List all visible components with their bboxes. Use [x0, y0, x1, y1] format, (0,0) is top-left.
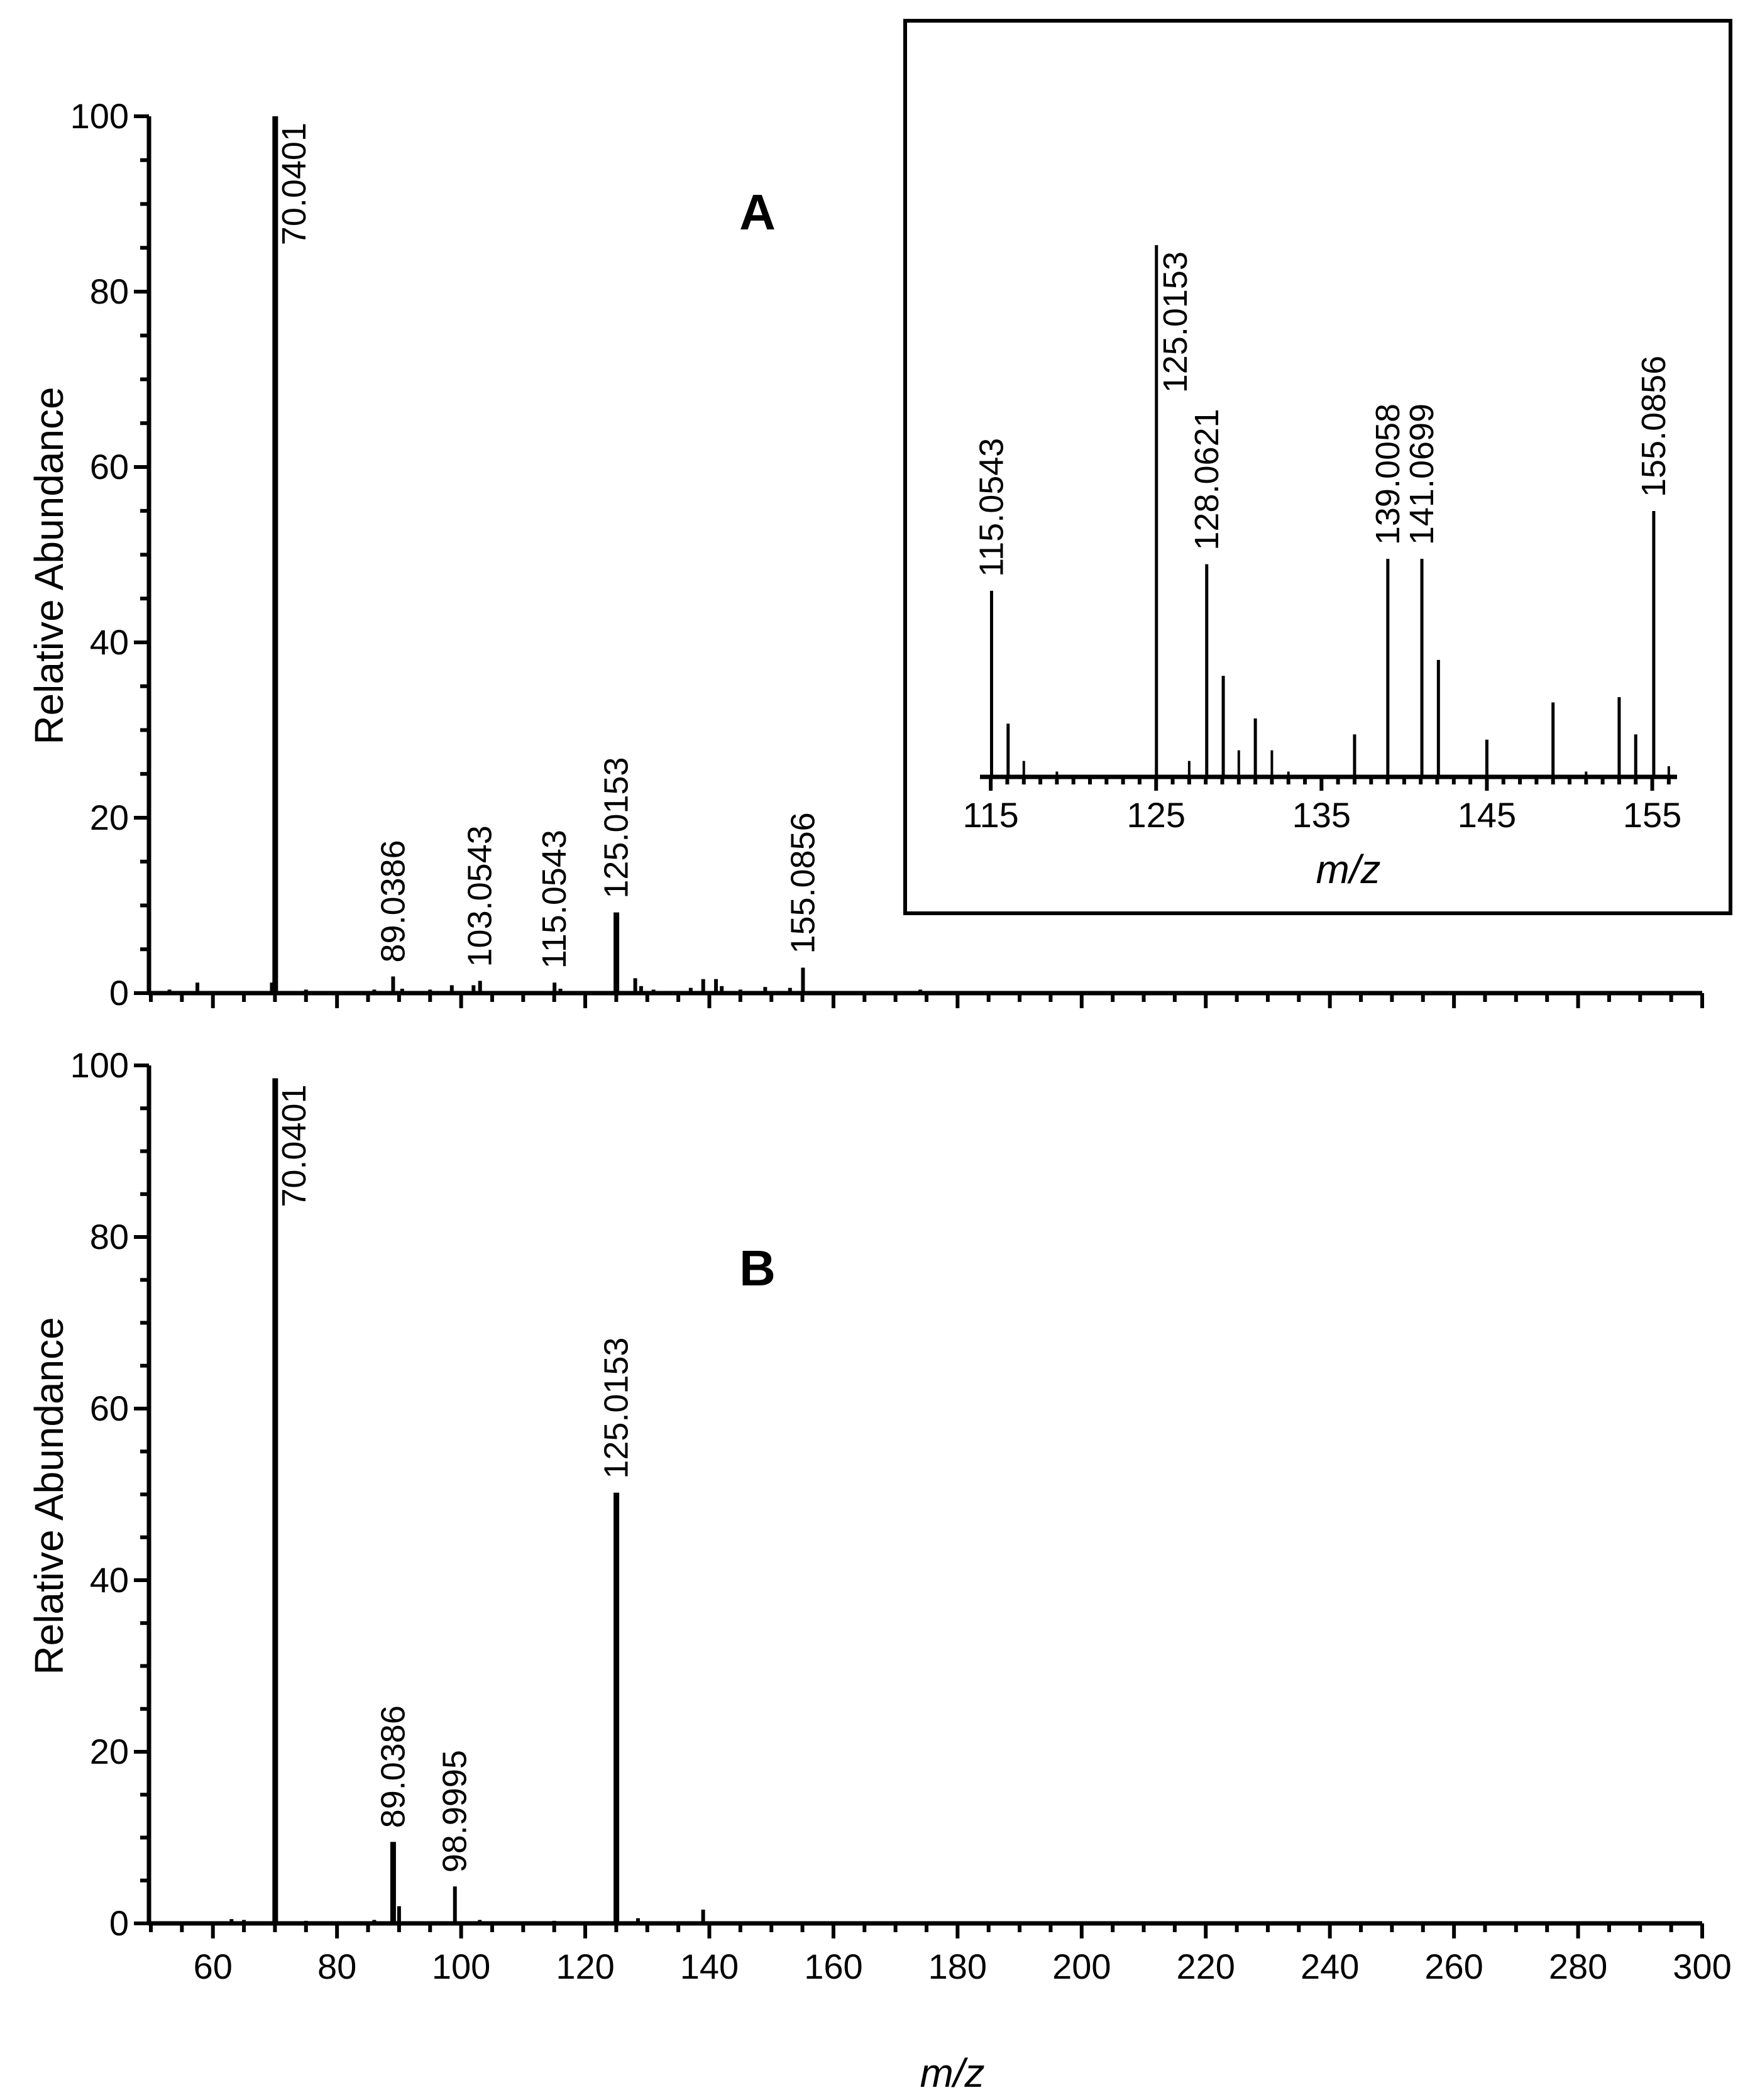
panel-b-y-axis-title: Relative Abundance — [26, 1317, 72, 1674]
B-x-tick-label: 60 — [194, 1947, 233, 1986]
panel-b-x-axis-title: m/z — [920, 2050, 984, 2096]
A-y-tick-label: 0 — [109, 973, 129, 1013]
B-x-tick-label: 240 — [1301, 1947, 1359, 1986]
A-inset-peak-label: 139.0058 — [1369, 404, 1407, 545]
B-x-tick-label: 160 — [804, 1947, 862, 1986]
panel-a-spectrum: Relative Abundance A 0 20 40 60 80 100 70.0401… — [26, 96, 1704, 1013]
B-x-tick-label: 300 — [1673, 1947, 1731, 1986]
A-inset-peak-label: 155.0856 — [1635, 356, 1673, 497]
panel-a-label: A — [739, 184, 776, 240]
B-x-tick-label: 200 — [1052, 1947, 1111, 1986]
panel-a-inset: m/z 115 125 135 145 155 115.0543 125.0153 128.0… — [903, 19, 1732, 915]
B-y-tick-label: 40 — [90, 1560, 129, 1600]
inset-x-axis-title: m/z — [1316, 847, 1380, 892]
A-inset-x-tick-label: 135 — [1292, 795, 1351, 835]
A-inset-x-tick-label: 125 — [1127, 795, 1186, 835]
A-inset-peak-label: 125.0153 — [1157, 251, 1194, 393]
inset-marks: 115 125 135 145 155 115.0543 125.0153 128.0621 1… — [963, 245, 1681, 835]
B-peak-label: 70.0401 — [275, 1084, 313, 1207]
A-y-tick-label: 20 — [90, 798, 129, 837]
inset-frame — [903, 19, 1732, 915]
B-y-tick-label: 20 — [90, 1732, 129, 1771]
A-peak-label: 155.0856 — [784, 812, 822, 954]
A-inset-peak-label: 115.0543 — [972, 438, 1010, 577]
B-x-tick-label: 180 — [928, 1947, 987, 1986]
A-peak-label: 103.0543 — [461, 825, 499, 967]
A-inset-peak-label: 141.0699 — [1403, 404, 1441, 545]
B-y-tick-label: 0 — [109, 1903, 129, 1943]
panel-a-y-axis-title: Relative Abundance — [26, 387, 72, 744]
B-x-tick-label: 80 — [317, 1947, 356, 1986]
B-x-tick-label: 100 — [432, 1947, 490, 1986]
panel-a-marks: 0 20 40 60 80 100 70.0401 89.0386 103.0543 115.05… — [70, 96, 1704, 1013]
B-peak-label: 89.0386 — [374, 1705, 412, 1828]
A-peak-label: 115.0543 — [536, 830, 573, 969]
panel-b-label: B — [739, 1240, 776, 1296]
B-x-tick-label: 120 — [556, 1947, 614, 1986]
B-x-tick-label: 260 — [1424, 1947, 1483, 1986]
A-y-tick-label: 60 — [90, 447, 129, 487]
panel-b-marks: 0 20 40 60 80 100 60 80 100 120 140 160 180 200 220 240… — [70, 1045, 1732, 1986]
B-peak-label: 125.0153 — [598, 1338, 635, 1479]
A-inset-x-tick-label: 145 — [1458, 795, 1516, 835]
A-inset-x-tick-label: 115 — [963, 795, 1019, 835]
A-y-tick-label: 40 — [90, 622, 129, 662]
B-y-tick-label: 60 — [90, 1388, 129, 1428]
B-x-tick-label: 140 — [680, 1947, 739, 1986]
A-inset-x-tick-label: 155 — [1623, 795, 1681, 835]
B-y-tick-label: 80 — [90, 1217, 129, 1256]
A-y-tick-label: 80 — [90, 272, 129, 311]
B-y-tick-label: 100 — [70, 1045, 129, 1085]
A-peak-label: 89.0386 — [374, 840, 412, 962]
A-y-tick-label: 100 — [70, 96, 129, 136]
A-peak-label: 70.0401 — [275, 123, 313, 245]
B-peak-label: 98.9995 — [436, 1750, 474, 1872]
A-peak-label: 125.0153 — [598, 757, 635, 898]
panel-b-spectrum: Relative Abundance B m/z 0 20 40 60 80 100 60 8… — [26, 1045, 1732, 2096]
B-x-tick-label: 280 — [1549, 1947, 1607, 1986]
A-inset-peak-label: 128.0621 — [1188, 409, 1226, 550]
B-x-tick-label: 220 — [1177, 1947, 1235, 1986]
